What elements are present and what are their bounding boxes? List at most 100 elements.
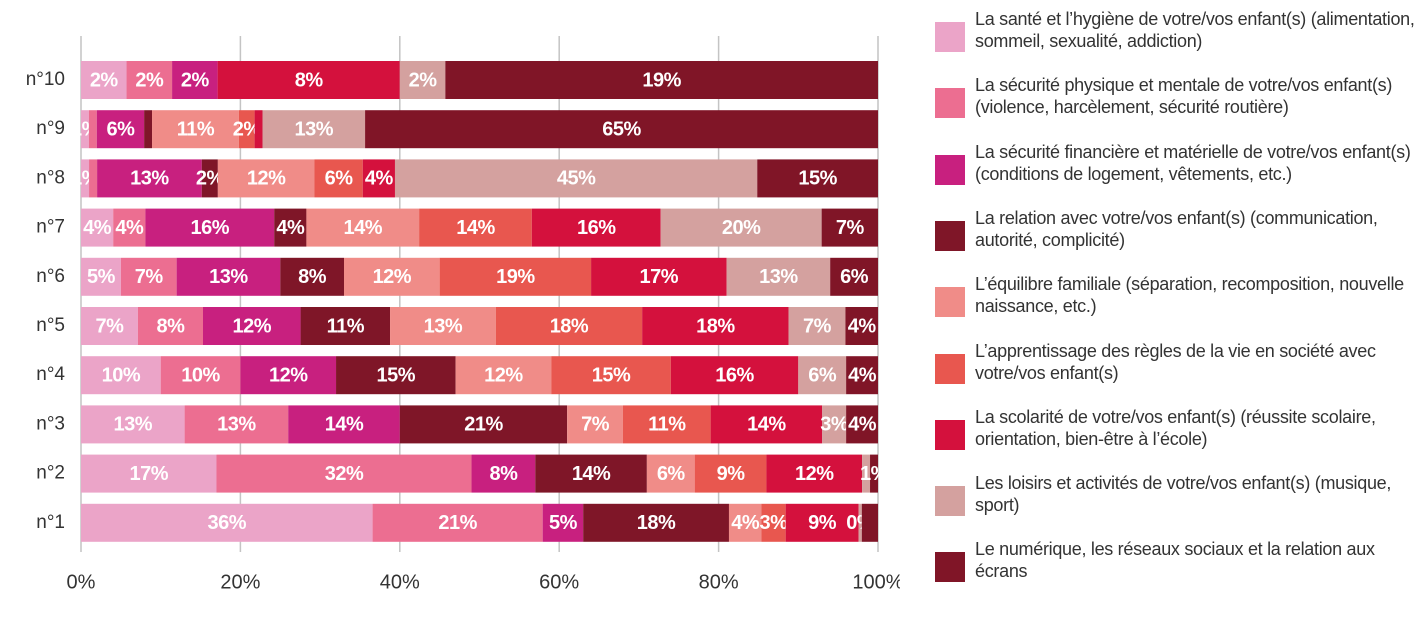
data-label: 15% — [798, 168, 837, 190]
data-label: 4% — [83, 217, 112, 239]
data-label: 14% — [325, 414, 364, 436]
data-label: 12% — [233, 315, 272, 337]
data-label: 12% — [247, 168, 286, 190]
data-label: 13% — [295, 118, 334, 140]
bar-segment — [160, 356, 241, 395]
data-label: 8% — [489, 463, 518, 485]
bar-segment — [455, 356, 552, 395]
bar-segment — [81, 257, 121, 296]
data-label: 12% — [373, 266, 412, 288]
data-label: 13% — [130, 168, 169, 190]
data-label: 14% — [456, 217, 495, 239]
data-label: 8% — [298, 266, 327, 288]
bar-segment — [728, 503, 762, 542]
data-label: 7% — [96, 315, 125, 337]
bar-segment — [88, 110, 97, 149]
data-label: 8% — [157, 315, 186, 337]
data-label: 7% — [803, 315, 832, 337]
bar-segment — [372, 503, 543, 542]
y-tick-label: n°5 — [36, 315, 65, 336]
y-tick-label: n°1 — [36, 512, 65, 533]
legend-entry: Le numérique, les réseaux sociaux et la … — [935, 538, 1416, 604]
legend-swatch — [935, 22, 965, 52]
bar-segment — [798, 356, 847, 395]
legend-entry: La santé et l’hygiène de votre/vos enfan… — [935, 8, 1416, 74]
bar-segment — [113, 208, 146, 247]
data-label: 2% — [409, 69, 438, 91]
data-label: 4% — [848, 364, 877, 386]
legend-entry: La sécurité physique et mentale de votre… — [935, 74, 1416, 140]
bar-segment — [314, 159, 363, 198]
data-label: 11% — [327, 315, 365, 337]
data-label: 16% — [577, 217, 616, 239]
bar-segment — [622, 405, 711, 444]
bar-segment — [216, 454, 472, 493]
bar-segment — [471, 454, 536, 493]
data-label: 13% — [209, 266, 248, 288]
bar-segment — [646, 454, 695, 493]
legend-swatch — [935, 88, 965, 119]
bar-segment — [551, 356, 671, 395]
bar-segment — [830, 257, 878, 296]
data-label: 12% — [269, 364, 308, 386]
legend-entry: La scolarité de votre/vos enfant(s) (réu… — [935, 406, 1416, 472]
bar-segment — [694, 454, 767, 493]
data-label: 4% — [276, 217, 305, 239]
bar-segment — [137, 307, 203, 345]
bar-segment — [757, 159, 878, 198]
x-tick-label: 60% — [539, 571, 579, 593]
data-label: 9% — [717, 463, 746, 485]
bar-segment — [394, 159, 758, 198]
bar-segment — [390, 307, 496, 345]
bar-segment — [766, 454, 863, 493]
bar-segment — [97, 159, 202, 198]
bar-segment — [254, 110, 263, 149]
data-label: 13% — [114, 414, 153, 436]
bar-segment — [822, 405, 847, 444]
chart: 0% 20% 40% 60% 80% 100% n°10 2% 2% 2% 8% 2% 19% n°9 1%… — [26, 36, 900, 593]
data-label: 18% — [637, 512, 676, 534]
x-tick-label: 20% — [220, 571, 260, 593]
legend-entry: Les loisirs et activités de votre/vos en… — [935, 472, 1416, 538]
bar-segment — [81, 503, 373, 542]
bar-segment — [81, 405, 185, 444]
bar-segment — [495, 307, 643, 345]
data-label: 14% — [344, 217, 383, 239]
data-label: 4% — [115, 217, 144, 239]
bar-segment — [821, 208, 878, 247]
y-tick-label: n°4 — [36, 364, 65, 385]
bar-segment — [365, 110, 878, 149]
data-label: 17% — [640, 266, 679, 288]
y-tick-label: n°6 — [36, 266, 65, 287]
bar-segment — [861, 503, 878, 542]
data-label: 20% — [722, 217, 761, 239]
bar-segment — [240, 356, 337, 395]
legend-swatch — [935, 552, 965, 583]
bar-segment — [202, 307, 301, 345]
data-label: 7% — [135, 266, 164, 288]
bar-segment — [81, 110, 89, 149]
y-tick-label: n°10 — [26, 69, 65, 90]
data-label: 65% — [602, 118, 641, 140]
bar-segment — [642, 307, 789, 345]
legend-label: Le numérique, les réseaux sociaux et la … — [975, 539, 1375, 582]
data-label: 9% — [808, 512, 837, 534]
legend-label: La sécurité financière et matérielle de … — [975, 141, 1411, 184]
bar-segment — [288, 405, 400, 444]
data-label: 7% — [581, 414, 610, 436]
y-tick-label: n°2 — [36, 463, 65, 484]
data-label: 6% — [107, 118, 136, 140]
data-label: 5% — [87, 266, 116, 288]
bar-segment — [145, 208, 275, 247]
bar-segment — [445, 61, 878, 99]
bar-segment — [535, 454, 647, 493]
data-label: 6% — [325, 168, 354, 190]
bar-segment — [399, 405, 568, 444]
data-label: 7% — [836, 217, 865, 239]
bar-segment — [201, 159, 218, 198]
data-label: 19% — [496, 266, 535, 288]
data-label: 6% — [840, 266, 869, 288]
data-label: 4% — [365, 168, 394, 190]
legend-swatch — [935, 154, 965, 185]
data-label: 4% — [848, 315, 877, 337]
